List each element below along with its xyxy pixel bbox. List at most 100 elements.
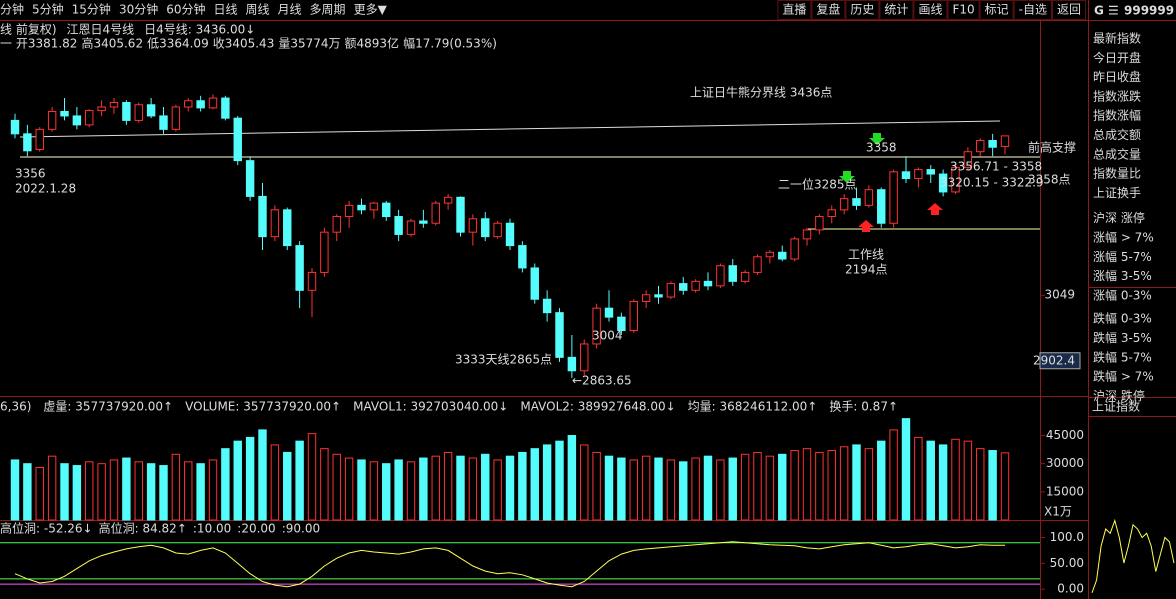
volume-bar [394, 459, 403, 521]
info-text: 高3405.62 [81, 36, 143, 51]
side-item[interactable]: 指数涨幅 [1093, 108, 1141, 123]
period-tab[interactable]: 15分钟 [72, 2, 111, 17]
candle-body [963, 151, 973, 168]
volume-bar [159, 465, 168, 521]
toolbar-button[interactable]: 复盘 [816, 2, 840, 17]
side-item[interactable]: 沪深 涨停 [1093, 210, 1145, 225]
period-tab[interactable]: 月线 [278, 3, 302, 17]
period-tab[interactable]: 5分钟 [32, 2, 64, 17]
volume-bar [233, 440, 242, 521]
volume-bar [641, 455, 651, 521]
volume-bar [382, 463, 391, 521]
side-item[interactable]: 指数涨跌 [1093, 88, 1141, 103]
side-item[interactable]: 今日开盘 [1093, 50, 1141, 65]
side-item[interactable]: 跌幅 > 7% [1093, 369, 1154, 384]
toolbar-button[interactable]: 直播 [782, 3, 806, 17]
candle-body [666, 283, 676, 298]
side-item[interactable]: 跌幅 0-3% [1093, 311, 1152, 326]
trend-line [19, 120, 1001, 138]
volume-bar [60, 463, 69, 521]
button-frame [777, 0, 812, 20]
volume-bar [617, 457, 626, 521]
candle-body [604, 307, 614, 318]
volume-bar [604, 455, 614, 521]
volume-bar [258, 429, 267, 521]
y-tick-label: 30000 [1046, 456, 1084, 470]
volume-bar [344, 457, 354, 521]
volume-bar [877, 440, 886, 521]
side-item[interactable]: 涨幅 5-7% [1093, 249, 1152, 264]
candle-body [109, 102, 119, 108]
volume-bar [468, 457, 478, 521]
period-tab[interactable]: 多周期 [310, 3, 346, 17]
side-item[interactable]: 涨幅 > 7% [1093, 230, 1154, 245]
mini-line [1091, 518, 1175, 593]
candle-body [406, 220, 416, 235]
side-item[interactable]: 最新指数 [1093, 31, 1141, 46]
period-tab[interactable]: 60分钟 [166, 2, 205, 17]
candle-body [233, 117, 242, 162]
toolbar-button[interactable]: 历史 [850, 3, 874, 17]
period-tab[interactable]: 更多▼ [354, 3, 388, 17]
candle-body [456, 196, 465, 233]
price-box [1039, 352, 1081, 370]
volume-bar [976, 448, 985, 521]
volume-bar [963, 440, 973, 521]
toolbar-button[interactable]: 标记 [985, 3, 1009, 17]
candle-body [258, 195, 267, 238]
volume-bar [938, 444, 948, 521]
candle-body [889, 171, 898, 224]
symbol-code: 999999 [1124, 4, 1174, 18]
volume-bar [307, 433, 317, 521]
side-item[interactable]: 跌幅 5-7% [1093, 349, 1152, 364]
side-item[interactable]: 指数量比 [1093, 166, 1141, 181]
candle-body [35, 128, 44, 150]
period-tab[interactable]: 日线 [214, 3, 238, 17]
volume-bar [518, 451, 527, 521]
volume-bar [443, 451, 453, 521]
candle-body [332, 216, 341, 233]
volume-bar [901, 418, 911, 521]
volume-bar [10, 459, 20, 521]
candle-body [542, 298, 552, 314]
period-tab[interactable]: 周线 [246, 3, 270, 17]
period-tab[interactable]: 30分钟 [119, 2, 158, 17]
candle-body [270, 209, 280, 238]
toolbar-button[interactable]: 画线 [918, 3, 942, 17]
volume-bar [97, 463, 106, 521]
candle-body [419, 220, 428, 224]
annotation: 3358 [866, 141, 897, 155]
info-text: 额4893亿 [345, 36, 400, 51]
side-item[interactable]: 涨幅 3-5% [1093, 268, 1152, 283]
volume-bar [122, 457, 131, 521]
volume-bar [481, 453, 490, 521]
side-item[interactable]: 总成交量 [1093, 146, 1141, 161]
side-item[interactable]: 跌幅 3-5% [1093, 330, 1152, 345]
volume-bar [295, 440, 304, 521]
volume-bar [592, 451, 601, 521]
candle-body [555, 312, 564, 358]
toolbar-button[interactable]: F10 [952, 3, 974, 17]
side-item[interactable]: 涨幅 0-3% [1093, 287, 1152, 302]
candle-body [864, 189, 874, 206]
candle-body [728, 265, 737, 282]
candle-body [72, 115, 82, 126]
volume-bar [654, 457, 663, 521]
candle-body [629, 300, 638, 332]
side-item[interactable]: 总成交额 [1093, 127, 1141, 142]
side-item[interactable]: 上证换手 [1093, 186, 1141, 200]
toolbar-button[interactable]: 统计 [884, 3, 908, 17]
candle-body [184, 100, 193, 108]
volume-bar [134, 461, 143, 521]
annotation: 3333天线2865点 [455, 353, 552, 367]
info-text: :90.00 [282, 522, 320, 536]
annotation: 3320.15 - 3322.9 [940, 176, 1044, 190]
side-item[interactable]: 昨日收盘 [1093, 69, 1141, 84]
volume-bar [728, 457, 737, 521]
period-tab[interactable]: 分钟 [0, 2, 24, 17]
side-item[interactable]: 沪深 跌停 [1093, 388, 1145, 403]
volume-bar [184, 461, 193, 521]
candle-body [307, 271, 317, 291]
toolbar-button[interactable]: 返回 [1057, 3, 1081, 17]
toolbar-button[interactable]: -自选 [1019, 3, 1047, 17]
